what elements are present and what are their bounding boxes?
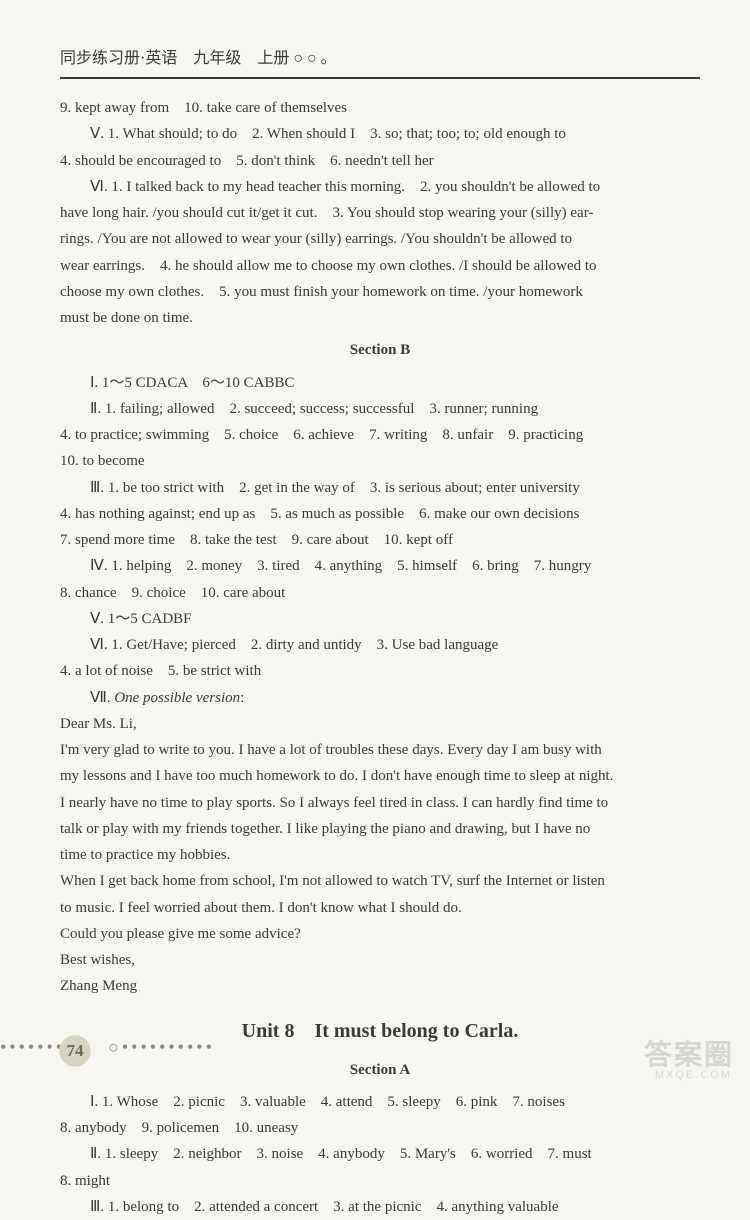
text-line: Ⅶ. One possible version:: [60, 685, 700, 711]
text-line: have long hair. /you should cut it/get i…: [60, 200, 700, 226]
text-line: 10. to become: [60, 448, 700, 474]
text-line: Ⅳ. 1. helping 2. money 3. tired 4. anyth…: [60, 553, 700, 579]
colon-text: :: [240, 690, 244, 706]
text-line: When I get back home from school, I'm no…: [60, 868, 700, 894]
text-line: 9. kept away from 10. take care of thems…: [60, 95, 700, 121]
text-line: 4. has nothing against; end up as 5. as …: [60, 501, 700, 527]
header-title: 同步练习册·英语 九年级 上册 ○ ○ 。: [60, 50, 337, 67]
text-line: 8. chance 9. choice 10. care about: [60, 580, 700, 606]
text-line: Ⅵ. 1. I talked back to my head teacher t…: [60, 174, 700, 200]
text-line: my lessons and I have too much homework …: [60, 763, 700, 789]
text-line: 4. should be encouraged to 5. don't thin…: [60, 148, 700, 174]
text-line: I'm very glad to write to you. I have a …: [60, 737, 700, 763]
text-line: 7. spend more time 8. take the test 9. c…: [60, 527, 700, 553]
text-line: Ⅵ. 1. Get/Have; pierced 2. dirty and unt…: [60, 632, 700, 658]
decorative-dots-right: ○••••••••••: [108, 1032, 215, 1064]
text-line: talk or play with my friends together. I…: [60, 816, 700, 842]
italic-text: One possible version: [114, 690, 240, 706]
text-line: Ⅰ. 1～5 CDACA 6～10 CABBC: [60, 370, 700, 396]
page-number-wrap: 74: [55, 1031, 95, 1071]
text-line: 4. a lot of noise 5. be strict with: [60, 658, 700, 684]
watermark-sub: MXQE.COM: [655, 1066, 732, 1085]
text-line: to music. I feel worried about them. I d…: [60, 895, 700, 921]
text-line: Dear Ms. Li,: [60, 711, 700, 737]
text-line: Ⅱ. 1. sleepy 2. neighbor 3. noise 4. any…: [60, 1141, 700, 1167]
text-line: time to practice my hobbies.: [60, 842, 700, 868]
section-b-heading: Section B: [60, 337, 700, 363]
text-line: choose my own clothes. 5. you must finis…: [60, 279, 700, 305]
text-line: 4. to practice; swimming 5. choice 6. ac…: [60, 422, 700, 448]
text-line: 8. anybody 9. policemen 10. uneasy: [60, 1115, 700, 1141]
roman-numeral: Ⅶ.: [90, 690, 114, 706]
page-number: 74: [55, 1031, 95, 1071]
text-line: Ⅱ. 1. failing; allowed 2. succeed; succe…: [60, 396, 700, 422]
text-line: Ⅰ. 1. Whose 2. picnic 3. valuable 4. att…: [60, 1089, 700, 1115]
text-line: wear earrings. 4. he should allow me to …: [60, 253, 700, 279]
text-line: Ⅴ. 1. What should; to do 2. When should …: [60, 121, 700, 147]
text-line: I nearly have no time to play sports. So…: [60, 790, 700, 816]
text-line: rings. /You are not allowed to wear your…: [60, 226, 700, 252]
text-line: must be done on time.: [60, 305, 700, 331]
text-line: Zhang Meng: [60, 973, 700, 999]
text-line: Ⅴ. 1～5 CADBF: [60, 606, 700, 632]
text-line: 8. might: [60, 1168, 700, 1194]
page-header: 同步练习册·英语 九年级 上册 ○ ○ 。: [60, 45, 700, 79]
text-line: Ⅲ. 1. belong to 2. attended a concert 3.…: [60, 1194, 700, 1220]
text-line: Could you please give me some advice?: [60, 921, 700, 947]
text-line: Ⅲ. 1. be too strict with 2. get in the w…: [60, 475, 700, 501]
text-line: Best wishes,: [60, 947, 700, 973]
